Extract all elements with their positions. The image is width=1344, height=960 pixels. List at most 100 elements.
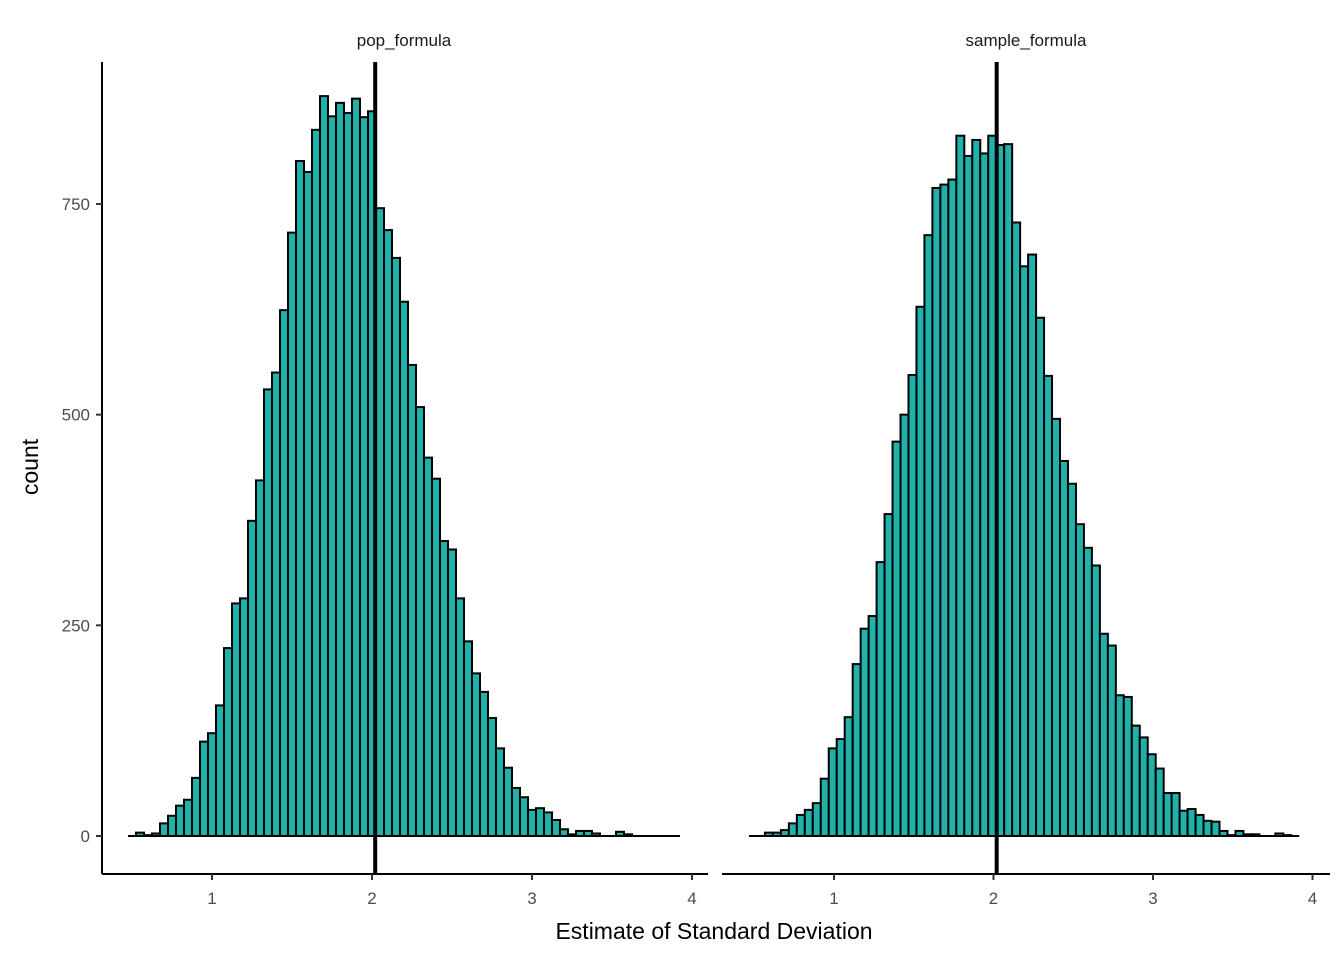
- panel-pop-formula: pop_formula 1 2 3 4: [102, 31, 708, 908]
- histogram-bar: [327, 115, 337, 837]
- histogram-bar: [1043, 374, 1054, 837]
- histogram-bar: [1066, 482, 1077, 837]
- x-tick-label: 2: [367, 889, 376, 908]
- bars-sample-formula: [763, 134, 1293, 838]
- histogram-bar: [899, 413, 910, 837]
- bars-pop-formula: [135, 95, 633, 838]
- histogram-bar: [843, 716, 854, 837]
- histogram-bar: [463, 640, 473, 838]
- histogram-bar: [1162, 792, 1173, 838]
- histogram-bar: [407, 363, 417, 837]
- histogram-bar: [535, 807, 545, 838]
- histogram-bar: [883, 513, 894, 838]
- histogram-bar: [819, 777, 830, 838]
- histogram-bar: [295, 160, 305, 837]
- histogram-bar: [835, 738, 846, 838]
- y-axis-title: count: [17, 438, 43, 495]
- histogram-bar: [247, 519, 257, 838]
- histogram-bar: [1059, 460, 1069, 837]
- x-tick-label: 1: [207, 889, 216, 908]
- histogram-bar: [503, 766, 513, 837]
- facet-label-sample-formula: sample_formula: [966, 31, 1087, 50]
- histogram-bar: [447, 548, 457, 837]
- histogram-bar: [359, 116, 369, 838]
- histogram-bar: [431, 477, 441, 837]
- histogram-bar: [875, 561, 886, 837]
- histogram-bar: [811, 802, 822, 838]
- x-axis-title: Estimate of Standard Deviation: [555, 918, 872, 944]
- histogram-bar: [383, 229, 393, 838]
- histogram-bar: [391, 256, 401, 838]
- histogram-bar: [1130, 724, 1141, 837]
- histogram-bar: [511, 786, 521, 837]
- x-tick-label: 2: [989, 889, 998, 908]
- histogram-bar: [1178, 809, 1189, 837]
- histogram-bar: [1154, 767, 1165, 838]
- histogram-bar: [803, 808, 814, 838]
- panel-sample-formula: sample_formula 1 2 3 4: [722, 31, 1330, 908]
- histogram-bar: [1146, 753, 1157, 838]
- x-tick-label: 3: [1148, 889, 1157, 908]
- histogram-bar: [167, 814, 177, 838]
- histogram-bar: [527, 808, 537, 838]
- histogram-bar: [287, 231, 297, 837]
- x-tick-label: 3: [527, 889, 536, 908]
- histogram-bar: [891, 440, 902, 837]
- histogram-bar: [183, 798, 193, 838]
- y-tick-label: 0: [81, 827, 90, 846]
- x-tick-label: 4: [1308, 889, 1317, 908]
- histogram-bar: [923, 234, 934, 837]
- histogram-bar: [939, 183, 950, 837]
- histogram-bar: [351, 97, 361, 837]
- x-tick-label: 4: [687, 889, 696, 908]
- histogram-bar: [335, 101, 345, 838]
- histogram-bar: [1003, 143, 1014, 837]
- x-ticks: 1 2 3 4: [829, 874, 1317, 908]
- histogram-bar: [915, 305, 926, 837]
- histogram-bar: [795, 813, 806, 837]
- histogram-bar: [1106, 644, 1117, 837]
- histogram-bar: [867, 615, 878, 837]
- x-ticks: 1 2 3 4: [207, 874, 697, 908]
- histogram-bar: [1082, 546, 1093, 837]
- histogram-bar: [955, 134, 966, 838]
- histogram-bar: [1186, 808, 1197, 838]
- histogram-bar: [787, 822, 798, 837]
- histogram-bar: [263, 388, 273, 837]
- histogram-bar: [279, 309, 289, 838]
- histogram-bar: [1170, 792, 1181, 838]
- histogram-bar: [271, 371, 281, 837]
- histogram-bar: [1202, 819, 1213, 838]
- y-tick-label: 750: [62, 195, 90, 214]
- y-tick-label: 250: [62, 616, 90, 635]
- histogram-bar: [559, 828, 569, 838]
- histogram-bar: [423, 456, 433, 837]
- histogram-bar: [979, 152, 990, 838]
- histogram-bar: [175, 804, 185, 837]
- histogram-bar: [471, 672, 481, 837]
- histogram-bar: [191, 776, 201, 837]
- histogram-bar: [1011, 221, 1022, 837]
- x-tick-label: 1: [829, 889, 838, 908]
- histogram-bar: [1122, 695, 1133, 838]
- histogram-bar: [207, 732, 217, 837]
- histogram-bar: [1019, 265, 1030, 837]
- histogram-bar: [343, 111, 353, 837]
- histogram-bar: [827, 747, 838, 837]
- histogram-bar: [319, 95, 329, 838]
- histogram-bar: [543, 811, 553, 838]
- y-tick-label: 500: [62, 406, 90, 425]
- histogram-bar: [931, 186, 942, 837]
- facet-label-pop-formula: pop_formula: [357, 31, 452, 50]
- histogram-bar: [859, 627, 870, 838]
- histogram-bar: [1051, 417, 1062, 837]
- histogram-bar: [1114, 694, 1125, 838]
- histogram-bar: [479, 690, 489, 838]
- histogram-bar: [199, 740, 209, 837]
- histogram-bar: [239, 597, 249, 837]
- histogram-bar: [231, 602, 241, 837]
- histogram-bar: [455, 597, 465, 837]
- histogram-bar: [851, 663, 862, 838]
- histogram-bar: [1210, 820, 1221, 837]
